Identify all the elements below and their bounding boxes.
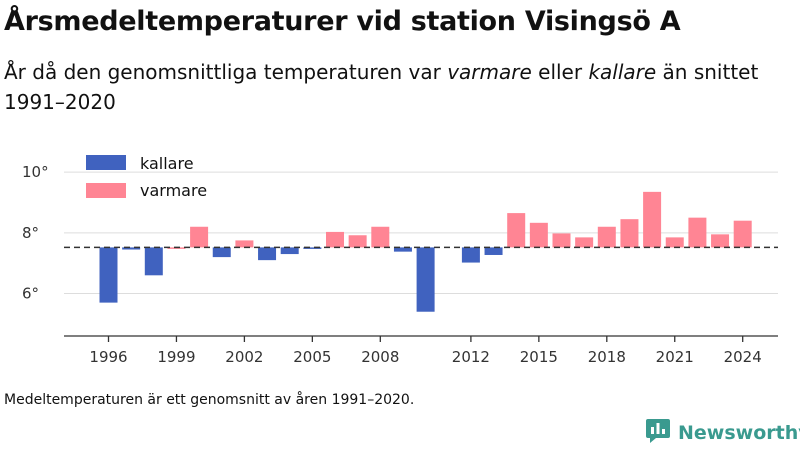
bar-2022 <box>688 217 707 248</box>
bar-2006 <box>326 231 344 248</box>
bar-2013 <box>484 247 503 255</box>
legend-label-kallare: kallare <box>140 154 194 173</box>
y-tick-label: 6° <box>22 285 39 303</box>
bar-2024 <box>733 220 752 248</box>
subtitle-text-end: än snittet 1991–2020 <box>4 60 759 114</box>
bar-2003 <box>258 247 277 261</box>
bar-2019 <box>620 219 639 248</box>
bar-2015 <box>529 222 548 248</box>
bar-2014 <box>507 213 526 248</box>
bar-1997 <box>122 247 141 250</box>
bar-2000 <box>190 226 209 248</box>
bar-2021 <box>665 237 684 248</box>
subtitle-cold-word: kallare <box>588 60 657 84</box>
bar-2007 <box>348 235 367 248</box>
newsworthy-brand-name: Newsworthy <box>678 422 800 444</box>
bar-2009 <box>393 247 412 252</box>
bar-2010 <box>416 247 435 312</box>
bar-2017 <box>575 237 594 248</box>
bar-2020 <box>643 191 662 248</box>
legend-label-varmare: varmare <box>140 181 207 200</box>
x-tick-label: 2012 <box>452 348 490 366</box>
newsworthy-logo-icon <box>645 417 671 449</box>
x-tick-label: 2024 <box>724 348 762 366</box>
bar-2004 <box>280 247 299 255</box>
chart-subtitle: År då den genomsnittliga temperaturen va… <box>4 57 784 117</box>
bar-2012 <box>461 247 480 263</box>
grid-lines: 6° 8° 10° <box>22 163 778 303</box>
bar-2023 <box>711 234 730 248</box>
bar-2018 <box>597 226 616 248</box>
bar-1998 <box>144 247 163 276</box>
newsworthy-brand[interactable]: Newsworthy <box>645 418 800 448</box>
y-tick-label: 8° <box>22 224 39 242</box>
x-tick-label: 1999 <box>157 348 195 366</box>
bar-2005 <box>303 247 322 249</box>
x-tick-label: 2021 <box>656 348 694 366</box>
legend: kallare varmare <box>86 154 207 200</box>
legend-swatch-kallare <box>86 155 126 170</box>
bar-1996 <box>99 247 118 303</box>
bars <box>99 191 752 312</box>
x-axis: 1996 1999 2002 2005 2008 2012 2015 2018 2021 2024 <box>64 335 778 366</box>
x-tick-label: 2005 <box>293 348 331 366</box>
bar-2016 <box>552 233 571 248</box>
x-tick-label: 2008 <box>361 348 399 366</box>
footnote: Medeltemperaturen är ett genomsnitt av å… <box>4 392 415 408</box>
temperature-bar-chart: 6° 8° 10° 1996 1999 2002 2005 2008 2012 2015 2018… <box>22 154 778 366</box>
bar-2001 <box>212 247 231 258</box>
x-tick-label: 1996 <box>89 348 127 366</box>
chart-title: Årsmedeltemperaturer vid station Visings… <box>4 6 681 37</box>
y-tick-label: 10° <box>22 163 49 181</box>
bar-2008 <box>371 226 390 248</box>
bar-2002 <box>235 240 254 248</box>
x-tick-label: 2002 <box>225 348 263 366</box>
subtitle-text-start: År då den genomsnittliga temperaturen va… <box>4 60 448 84</box>
legend-swatch-varmare <box>86 183 126 198</box>
subtitle-warm-word: varmare <box>447 60 532 84</box>
x-tick-label: 2018 <box>588 348 626 366</box>
subtitle-text-middle: eller <box>531 60 589 84</box>
x-tick-label: 2015 <box>520 348 558 366</box>
